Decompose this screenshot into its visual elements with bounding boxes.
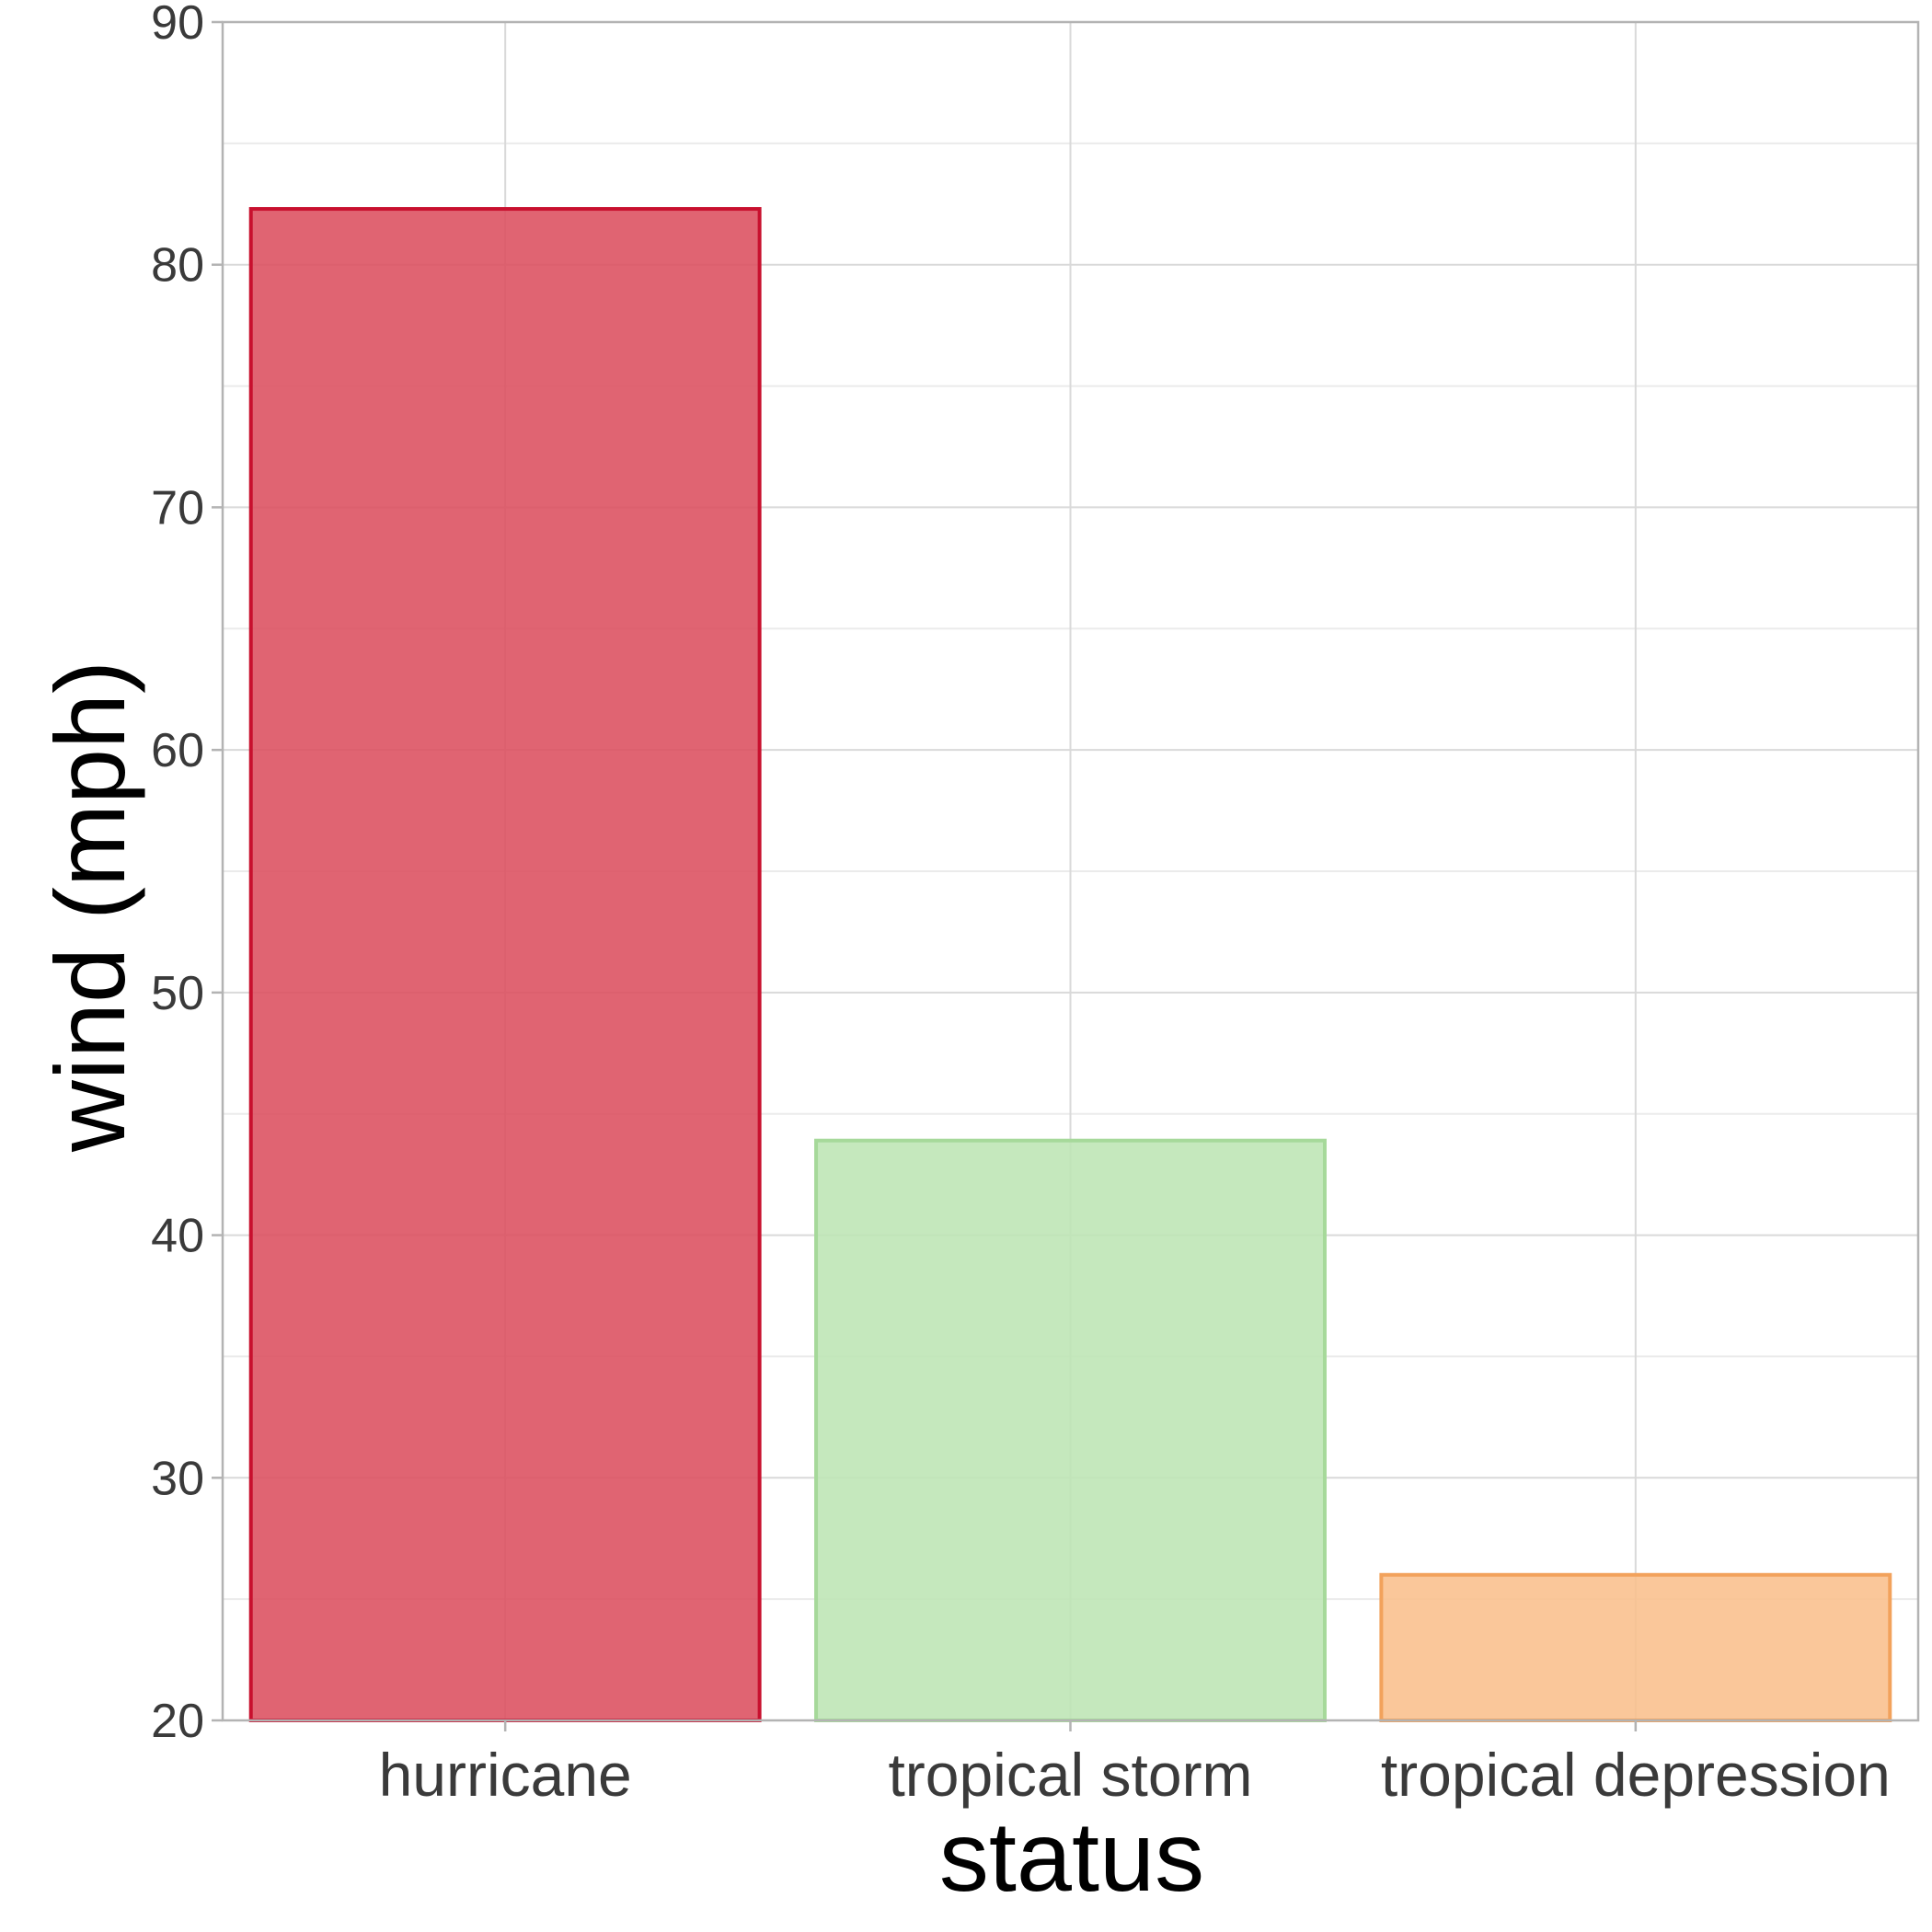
y-tick-label: 80 <box>151 239 204 293</box>
x-tick-label: hurricane <box>379 1741 632 1809</box>
x-tick-label: tropical depression <box>1381 1741 1891 1809</box>
bar-tropical-storm <box>814 1138 1327 1723</box>
y-tick-label: 50 <box>151 967 204 1020</box>
x-axis-title: status <box>939 1800 1204 1912</box>
x-tick-label: tropical storm <box>888 1741 1252 1809</box>
bar-tropical-depression <box>1379 1572 1892 1723</box>
y-tick-label: 20 <box>151 1695 204 1748</box>
y-tick-label: 70 <box>151 481 204 535</box>
y-tick-label: 40 <box>151 1210 204 1263</box>
y-axis-title: wind (mph) <box>34 661 145 1153</box>
bars <box>248 207 1892 1723</box>
y-tick-label: 60 <box>151 724 204 777</box>
y-tick-label: 30 <box>151 1452 204 1505</box>
y-tick-label: 90 <box>151 0 204 50</box>
bar-hurricane <box>248 207 762 1722</box>
labels: 20 30 40 50 60 70 80 90 hurricane tropical storm t… <box>151 0 1891 1809</box>
axes <box>212 20 1920 1731</box>
